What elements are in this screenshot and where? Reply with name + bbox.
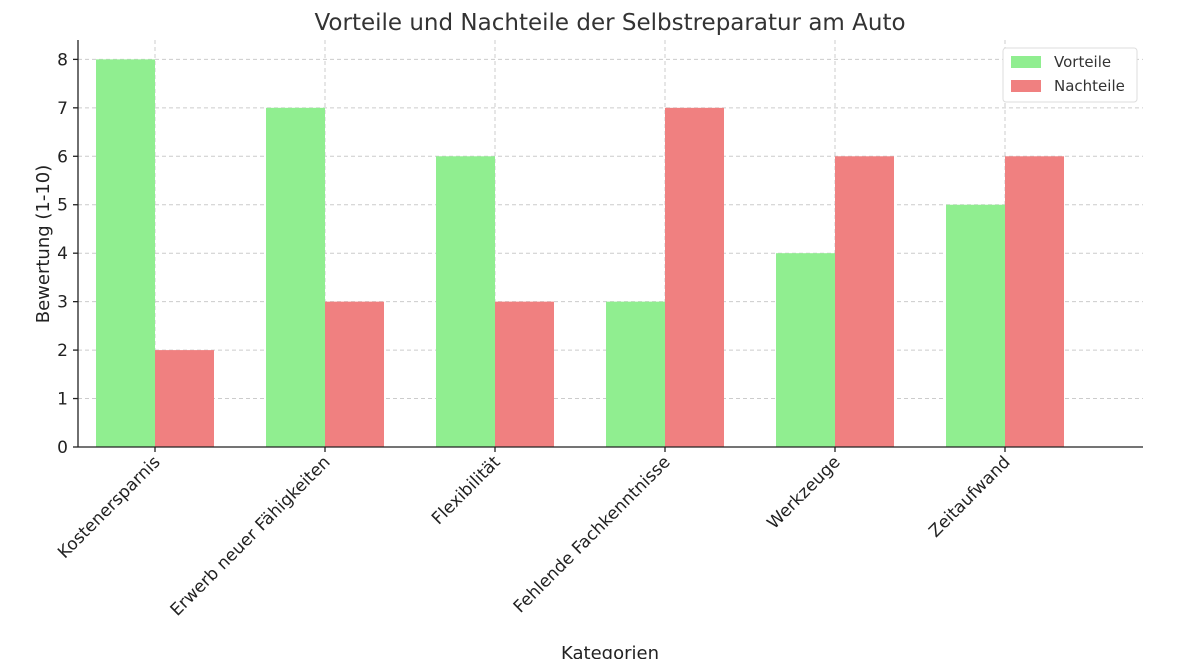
y-tick-label: 3 xyxy=(57,293,68,313)
bar-nachteile-flexibilitaet xyxy=(495,301,554,447)
x-ticks: Kostenersparnis Erwerb neuer Fähigkeiten F… xyxy=(54,447,1015,620)
legend-swatch-vorteile xyxy=(1011,56,1041,68)
bar-nachteile-erwerb-neuer-faehigkeiten xyxy=(325,301,384,447)
legend-swatch-nachteile xyxy=(1011,80,1041,92)
y-tick-label: 1 xyxy=(57,390,68,410)
bar-nachteile-zeitaufwand xyxy=(1005,156,1064,448)
y-tick-label: 0 xyxy=(57,438,68,458)
bar-vorteile-erwerb-neuer-faehigkeiten xyxy=(266,107,325,447)
bar-nachteile-fehlende-fachkenntnisse xyxy=(665,107,724,447)
x-tick-label-werkzeuge: Werkzeuge xyxy=(764,452,845,533)
legend-label-vorteile: Vorteile xyxy=(1054,53,1111,71)
bar-nachteile-werkzeuge xyxy=(835,156,894,448)
x-axis-label: Kategorien xyxy=(561,643,659,659)
bar-vorteile-fehlende-fachkenntnisse xyxy=(606,301,665,447)
x-tick-label-flexibilitaet: Flexibilität xyxy=(428,452,505,529)
x-tick-label-erwerb-neuer-faehigkeiten: Erwerb neuer Fähigkeiten xyxy=(167,452,335,620)
bar-vorteile-zeitaufwand xyxy=(946,204,1005,447)
legend: Vorteile Nachteile xyxy=(1002,47,1138,103)
y-ticks: 0 1 2 3 4 5 6 7 8 xyxy=(57,50,78,458)
y-tick-label: 2 xyxy=(57,341,68,361)
y-tick-label: 6 xyxy=(57,147,68,167)
bars-layer xyxy=(96,59,1064,448)
x-tick-label-kostenersparnis: Kostenersparnis xyxy=(54,452,164,562)
chart-title: Vorteile und Nachteile der Selbstreparat… xyxy=(314,10,905,36)
bar-vorteile-werkzeuge xyxy=(776,253,835,447)
y-tick-label: 7 xyxy=(57,99,68,119)
legend-label-nachteile: Nachteile xyxy=(1054,77,1125,95)
y-tick-label: 4 xyxy=(57,244,68,264)
y-tick-label: 5 xyxy=(57,196,68,216)
x-tick-label-zeitaufwand: Zeitaufwand xyxy=(925,452,1014,541)
y-axis-label: Bewertung (1-10) xyxy=(33,165,54,324)
x-tick-label-fehlende-fachkenntnisse: Fehlende Fachkenntnisse xyxy=(510,452,675,617)
bar-vorteile-flexibilitaet xyxy=(436,156,495,448)
bar-vorteile-kostenersparnis xyxy=(96,59,155,447)
bar-nachteile-kostenersparnis xyxy=(155,350,214,447)
y-tick-label: 8 xyxy=(57,50,68,70)
